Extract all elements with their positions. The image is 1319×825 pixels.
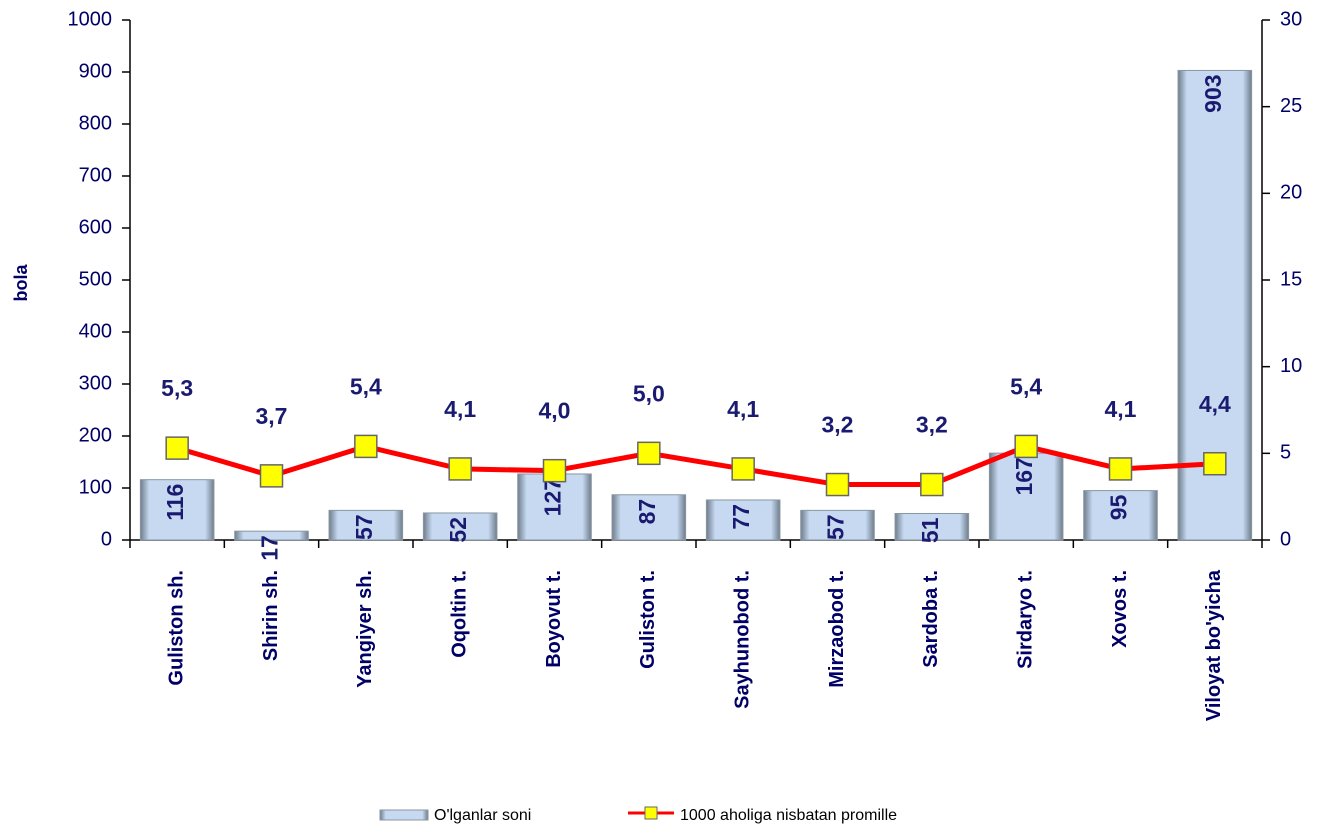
bar-value-label: 87 [634,499,660,525]
legend-label: O'lganlar soni [434,807,531,824]
x-tick-label: Boyovut t. [543,570,565,668]
bar [988,452,1064,541]
line-marker [1203,451,1227,476]
x-tick-label: Xovos t. [1109,570,1131,648]
x-tick-label: Guliston t. [637,570,659,669]
y-tick-label: 300 [79,372,112,394]
line-marker [354,434,378,459]
bar-value-label: 51 [917,517,943,543]
line-marker [1108,457,1133,481]
x-tick-label: Sirdaryo t. [1014,570,1036,669]
line-value-label: 4,4 [1199,391,1231,417]
x-tick-label: Guliston sh. [165,570,187,686]
y-tick-label: 700 [79,164,112,186]
y-tick-label: 500 [79,268,112,290]
x-tick-label: Viloyat bo'yicha [1203,569,1225,721]
line-marker [1014,434,1038,459]
x-tick-label: Shirin sh. [260,570,282,661]
line-marker [448,457,472,481]
line-marker [920,472,944,497]
line-value-label: 3,7 [256,403,288,429]
bar-value-label: 95 [1106,494,1132,520]
y2-tick-label: 0 [1280,528,1291,550]
x-tick-label: Sayhunobod t. [731,570,753,709]
y2-tick-label: 20 [1280,182,1302,204]
line-marker [825,472,850,497]
line-marker [637,441,661,466]
line-marker [259,464,284,488]
bar-value-label: 167 [1011,457,1037,495]
bar-value-label: 127 [540,478,566,516]
x-tick-label: Oqoltin t. [448,570,470,658]
y2-tick-label: 30 [1280,8,1302,30]
bar [894,512,970,541]
line-value-label: 4,0 [539,398,571,424]
line-marker [542,458,567,483]
x-tick-label: Mirzaobod t. [826,570,848,688]
line-value-label: 5,3 [161,375,193,401]
y2-tick-label: 25 [1280,95,1302,117]
y2-tick-label: 5 [1280,442,1291,464]
bar-value-label: 116 [162,484,188,521]
y-tick-label: 1000 [68,8,113,30]
bar [422,512,498,541]
bar-value-label: 17 [257,535,283,561]
line-value-label: 4,1 [444,396,476,422]
y-tick-label: 800 [79,112,112,134]
bar [139,479,215,541]
y-tick-label: 900 [79,60,112,82]
line-value-label: 4,1 [1105,396,1137,422]
y-tick-label: 200 [79,424,112,446]
y-tick-label: 600 [79,216,112,238]
line-marker [731,457,755,481]
y-tick-label: 100 [79,476,112,498]
y-tick-label: 400 [79,320,112,342]
bar-value-label: 903 [1200,74,1226,112]
legend-swatch [379,809,429,821]
bar-value-label: 57 [823,514,849,540]
y-tick-label: 0 [101,528,112,550]
bar [1083,490,1158,541]
x-tick-label: Yangiyer sh. [354,570,376,688]
bar [800,509,875,541]
line [176,443,1215,488]
line-value-label: 3,2 [822,412,854,438]
bar-value-label: 57 [351,514,377,540]
line-marker [165,436,189,460]
bar [517,473,592,541]
legend-label: 1000 aholiga nisbatan promille [680,807,897,824]
legend-swatch [644,806,658,820]
bar [328,509,404,541]
line-value-label: 4,1 [727,396,759,422]
y2-tick-label: 15 [1280,268,1302,290]
bar-value-label: 52 [445,517,471,543]
line-value-label: 5,0 [633,380,665,406]
x-tick-label: Sardoba t. [920,570,942,668]
line-value-label: 5,4 [350,373,382,399]
bar-value-label: 77 [728,504,754,530]
line-value-label: 3,2 [916,412,948,438]
bar [234,530,309,541]
bar [611,494,687,541]
y-axis-label: bola [11,264,31,302]
line-value-label: 5,4 [1010,373,1042,399]
y2-tick-label: 10 [1280,355,1302,377]
bar [705,499,781,541]
